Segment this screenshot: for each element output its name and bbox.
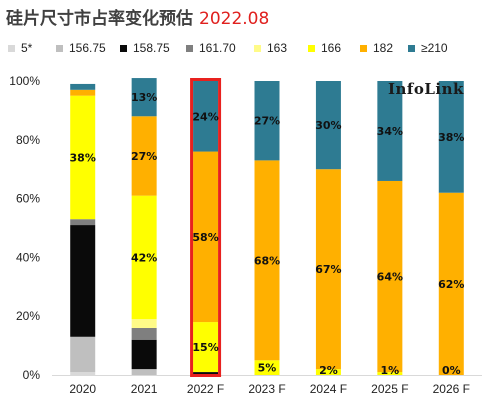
legend-swatch bbox=[120, 44, 127, 52]
bar-segment-2025-f-166 bbox=[377, 372, 403, 375]
bar-segment-2022-f-158-75 bbox=[193, 372, 219, 375]
y-tick-label: 40% bbox=[16, 250, 40, 264]
legend-label: 166 bbox=[321, 41, 342, 55]
legend-swatch bbox=[408, 44, 415, 52]
x-tick-label: 2021 bbox=[131, 382, 158, 396]
legend-label: 158.75 bbox=[133, 41, 170, 55]
legend-item-182: 182 bbox=[360, 40, 393, 56]
bar-segment-2020-166 bbox=[70, 95, 96, 220]
bar-segment-2020-158-75 bbox=[70, 225, 96, 337]
bar-segment-2021-163 bbox=[131, 319, 157, 328]
data-label-2022-f-182: 58% bbox=[192, 231, 218, 244]
bar-segment-2020-182 bbox=[70, 89, 96, 96]
bar-segment-2021-161-70 bbox=[131, 327, 157, 340]
bar-segment-2025-f-210 bbox=[377, 81, 403, 181]
data-label-2026-f-210: 38% bbox=[438, 131, 464, 144]
data-label-2023-f-210: 27% bbox=[254, 115, 280, 128]
data-label-2022-f-166: 15% bbox=[192, 341, 218, 354]
data-label-2026-f-182: 62% bbox=[438, 278, 464, 291]
x-tick-label: 2022 F bbox=[187, 382, 224, 396]
bar-segment-2023-f-210 bbox=[254, 81, 280, 161]
legend-item-163: 163 bbox=[254, 40, 287, 56]
bar-segment-2023-f-182 bbox=[254, 160, 280, 361]
chart-title-main: 硅片尺寸市占率变化预估 bbox=[6, 9, 193, 29]
legend-swatch bbox=[360, 44, 367, 52]
y-tick-label: 100% bbox=[9, 74, 40, 88]
y-tick-label: 20% bbox=[16, 309, 40, 323]
legend-swatch bbox=[308, 44, 315, 52]
data-label-2021-210: 13% bbox=[131, 91, 157, 104]
data-label-2025-f-182: 64% bbox=[377, 271, 403, 284]
x-tick-label: 2026 F bbox=[433, 382, 470, 396]
bar-segment-2022-f-166 bbox=[193, 322, 219, 373]
bar-segment-2026-f-182 bbox=[438, 192, 464, 375]
data-label-2025-f-210: 34% bbox=[377, 125, 403, 138]
x-tick-label: 2025 F bbox=[371, 382, 408, 396]
bar-segment-2020-156-75 bbox=[70, 336, 96, 373]
bar-segment-2020-210 bbox=[70, 83, 96, 90]
legend-swatch bbox=[254, 44, 261, 52]
legend-item-166: 166 bbox=[308, 40, 341, 56]
legend-label: 182 bbox=[373, 41, 394, 55]
legend-label: 156.75 bbox=[69, 41, 106, 55]
bar-segment-2021-158-75 bbox=[131, 339, 157, 370]
data-label-2023-f-182: 68% bbox=[254, 254, 280, 267]
x-tick-label: 2023 F bbox=[248, 382, 285, 396]
x-tick-label: 2020 bbox=[69, 382, 96, 396]
bar-segment-2023-f-166 bbox=[254, 360, 280, 375]
data-label-2020-166: 38% bbox=[70, 151, 96, 164]
legend-label: 161.70 bbox=[199, 41, 236, 55]
data-label-2022-f-210: 24% bbox=[192, 110, 218, 123]
data-label-2025-f-166: 1% bbox=[381, 364, 400, 377]
legend-item-161-70: 161.70 bbox=[186, 40, 236, 56]
y-tick-label: 60% bbox=[16, 192, 40, 206]
bar-segment-2020-5 bbox=[70, 372, 96, 375]
x-tick-label: 2024 F bbox=[310, 382, 347, 396]
bar-segment-2021-166 bbox=[131, 195, 157, 320]
infolink-watermark: InfoLink bbox=[388, 80, 464, 98]
data-label-2021-166: 42% bbox=[131, 251, 157, 264]
y-tick-label: 80% bbox=[16, 133, 40, 147]
bar-segment-2022-f-210 bbox=[193, 81, 219, 152]
data-label-2026-f-166: 0% bbox=[442, 364, 461, 377]
chart-title-date: 2022.08 bbox=[199, 9, 270, 29]
bar-segment-2025-f-182 bbox=[377, 180, 403, 373]
data-label-2024-f-210: 30% bbox=[315, 119, 341, 132]
bar-segment-2024-f-182 bbox=[315, 169, 341, 370]
legend-item-210: ≥210 bbox=[408, 40, 448, 56]
legend-swatch bbox=[8, 44, 15, 52]
legend-item-158-75: 158.75 bbox=[120, 40, 170, 56]
bar-segment-2024-f-210 bbox=[315, 81, 341, 170]
data-label-2023-f-166: 5% bbox=[258, 362, 277, 375]
bar-segment-2021-210 bbox=[131, 78, 157, 117]
legend-item-156-75: 156.75 bbox=[56, 40, 106, 56]
y-tick-label: 0% bbox=[23, 368, 41, 382]
highlight-frame-2022f bbox=[190, 78, 222, 377]
chart-title: 硅片尺寸市占率变化预估 2022.08 bbox=[6, 4, 269, 29]
bar-segment-2026-f-210 bbox=[438, 81, 464, 193]
data-label-2024-f-166: 2% bbox=[319, 364, 338, 377]
data-label-2021-182: 27% bbox=[131, 150, 157, 163]
legend-item-5: 5* bbox=[8, 40, 32, 56]
bar-segment-2021-182 bbox=[131, 116, 157, 196]
legend-label: 5* bbox=[21, 41, 33, 55]
bar-segment-2022-f-182 bbox=[193, 151, 219, 323]
bar-segment-2024-f-166 bbox=[315, 369, 341, 375]
bar-segment-2021-156-75 bbox=[131, 369, 157, 375]
legend-label: 163 bbox=[267, 41, 288, 55]
data-label-2024-f-182: 67% bbox=[315, 263, 341, 276]
legend-swatch bbox=[56, 44, 63, 52]
legend-swatch bbox=[186, 44, 193, 52]
legend-label: ≥210 bbox=[421, 41, 448, 55]
bar-segment-2020-161-70 bbox=[70, 219, 96, 226]
